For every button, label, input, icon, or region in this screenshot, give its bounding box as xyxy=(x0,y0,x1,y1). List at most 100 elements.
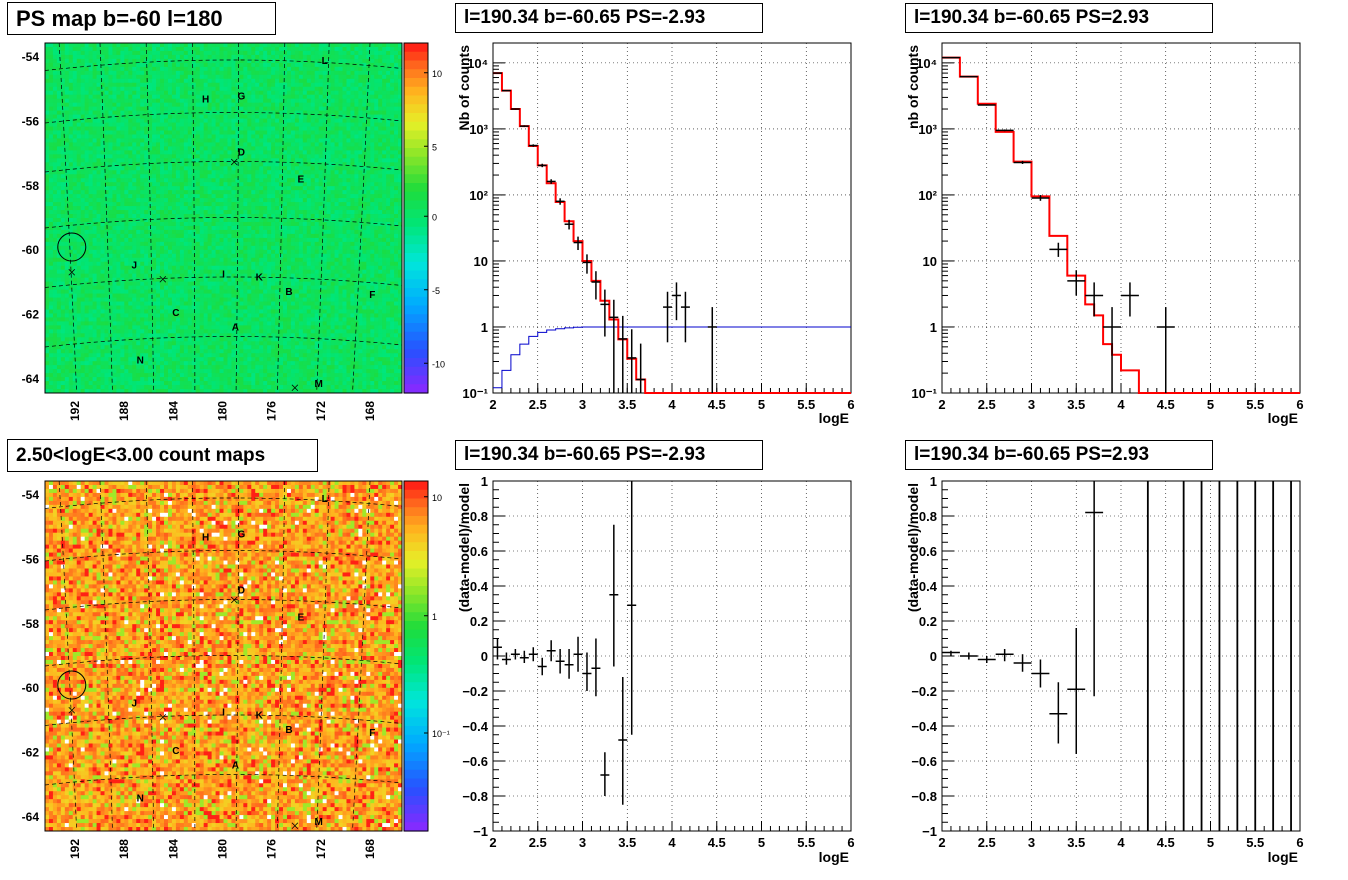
map-pixel xyxy=(318,126,324,131)
map-pixel xyxy=(279,130,284,135)
map-pixel xyxy=(334,62,340,68)
map-pixel xyxy=(362,50,367,56)
map-pixel xyxy=(84,98,90,104)
map-pixel xyxy=(88,221,94,227)
map-pixel xyxy=(358,170,363,175)
map-pixel xyxy=(48,154,54,159)
map-pixel xyxy=(56,86,62,92)
map-pixel xyxy=(394,118,399,124)
map-pixel xyxy=(314,202,320,207)
map-pixel xyxy=(251,50,256,56)
map-pixel xyxy=(243,118,248,124)
map-pixel xyxy=(378,86,383,92)
map-pixel xyxy=(140,182,145,187)
map-pixel xyxy=(199,142,205,147)
map-pixel xyxy=(310,50,316,56)
map-pixel xyxy=(148,150,153,155)
map-pixel xyxy=(342,154,347,159)
map-pixel xyxy=(271,249,276,255)
map-pixel xyxy=(366,150,371,155)
map-pixel xyxy=(255,142,260,147)
map-pixel xyxy=(124,261,129,267)
map-pixel xyxy=(203,194,209,199)
map-pixel xyxy=(358,166,363,171)
map-pixel xyxy=(279,114,284,120)
map-pixel xyxy=(207,146,213,151)
map-pixel xyxy=(326,62,332,68)
map-pixel xyxy=(223,186,228,191)
map-pixel xyxy=(207,198,213,203)
map-pixel xyxy=(283,241,288,247)
map-pixel xyxy=(215,106,221,112)
map-pixel xyxy=(92,90,98,96)
map-pixel xyxy=(64,94,70,100)
map-pixel xyxy=(183,221,189,227)
map-pixel xyxy=(76,170,82,175)
map-pixel xyxy=(370,162,375,167)
map-pixel xyxy=(104,237,109,243)
map-pixel xyxy=(326,118,332,124)
map-pixel xyxy=(72,50,78,56)
map-pixel xyxy=(92,58,98,64)
map-pixel xyxy=(235,94,240,100)
map-pixel xyxy=(263,170,268,175)
map-pixel xyxy=(322,221,328,227)
map-pixel xyxy=(140,261,145,267)
map-pixel xyxy=(128,158,133,163)
map-pixel xyxy=(227,50,232,56)
map-pixel xyxy=(247,134,252,139)
map-pixel xyxy=(167,210,173,215)
map-pixel xyxy=(243,186,248,191)
map-pixel xyxy=(358,98,363,104)
map-pixel xyxy=(45,122,50,128)
map-pixel xyxy=(342,43,347,48)
map-pixel xyxy=(160,253,165,259)
map-pixel xyxy=(156,126,161,131)
map-pixel xyxy=(199,134,205,139)
map-pixel xyxy=(294,82,300,88)
map-pixel xyxy=(283,142,288,147)
map-pixel xyxy=(330,134,336,139)
map-pixel xyxy=(366,257,371,263)
map-pixel xyxy=(239,214,244,219)
map-pixel xyxy=(259,249,264,255)
map-pixel xyxy=(45,66,50,72)
map-pixel xyxy=(346,54,351,60)
map-pixel xyxy=(104,202,109,207)
map-pixel xyxy=(92,241,98,247)
map-pixel xyxy=(56,190,62,195)
map-pixel xyxy=(338,146,343,151)
map-pixel xyxy=(283,50,288,56)
map-pixel xyxy=(211,229,217,235)
map-pixel xyxy=(310,233,316,239)
map-pixel xyxy=(175,154,181,159)
map-pixel xyxy=(318,74,324,80)
map-pixel xyxy=(283,194,288,199)
map-pixel xyxy=(350,70,355,76)
map-pixel xyxy=(52,257,58,263)
map-pixel xyxy=(267,134,272,139)
map-pixel xyxy=(187,94,193,100)
map-pixel xyxy=(330,225,336,231)
map-pixel xyxy=(88,90,94,96)
map-pixel xyxy=(80,194,86,199)
map-pixel xyxy=(239,82,244,88)
map-pixel xyxy=(80,114,86,120)
map-pixel xyxy=(84,166,90,171)
map-pixel xyxy=(152,241,157,247)
map-pixel xyxy=(342,90,347,96)
map-pixel xyxy=(330,70,336,76)
map-pixel xyxy=(108,142,113,147)
map-pixel xyxy=(56,70,62,76)
map-pixel xyxy=(56,122,62,128)
map-pixel xyxy=(140,122,145,128)
map-pixel xyxy=(140,130,145,135)
map-pixel xyxy=(342,82,347,88)
map-pixel xyxy=(116,158,121,163)
map-pixel xyxy=(104,62,109,68)
map-pixel xyxy=(100,134,105,139)
map-pixel xyxy=(211,114,217,120)
map-pixel xyxy=(56,214,62,219)
map-pixel xyxy=(203,43,209,48)
map-pixel xyxy=(144,130,149,135)
